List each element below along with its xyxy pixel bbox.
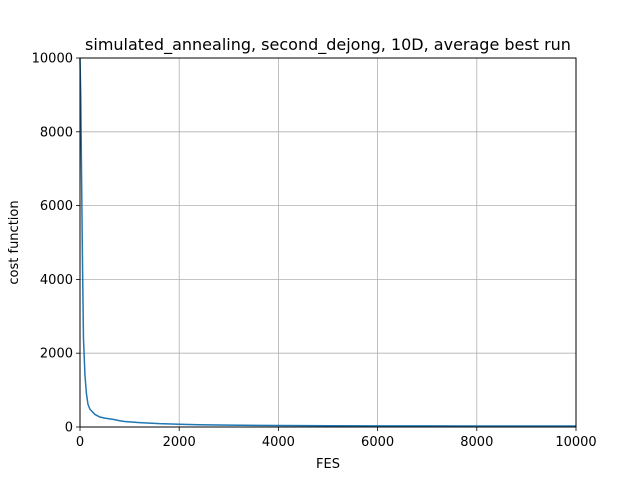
x-tick-label: 8000 [460,435,493,450]
y-tick-label: 2000 [40,347,73,362]
chart-title: simulated_annealing, second_dejong, 10D,… [85,35,571,55]
x-tick-label: 2000 [163,435,196,450]
y-tick-label: 6000 [40,199,73,214]
x-tick-label: 10000 [555,435,596,450]
x-axis-label: FES [316,457,340,472]
plot-frame [79,57,577,428]
y-axis-label: cost function [7,200,22,284]
y-tick-label: 4000 [40,273,73,288]
x-axis: 0 2000 4000 6000 8000 10000 [76,427,597,450]
y-axis: 0 2000 4000 6000 8000 10000 [32,52,80,436]
x-tick-label: 6000 [361,435,394,450]
series-layer [79,57,577,427]
y-tick-label: 8000 [40,125,73,140]
y-tick-label: 10000 [32,52,73,67]
x-tick-label: 0 [76,435,84,450]
series-line-0 [79,57,577,427]
y-tick-label: 0 [65,421,73,436]
x-tick-label: 4000 [262,435,295,450]
